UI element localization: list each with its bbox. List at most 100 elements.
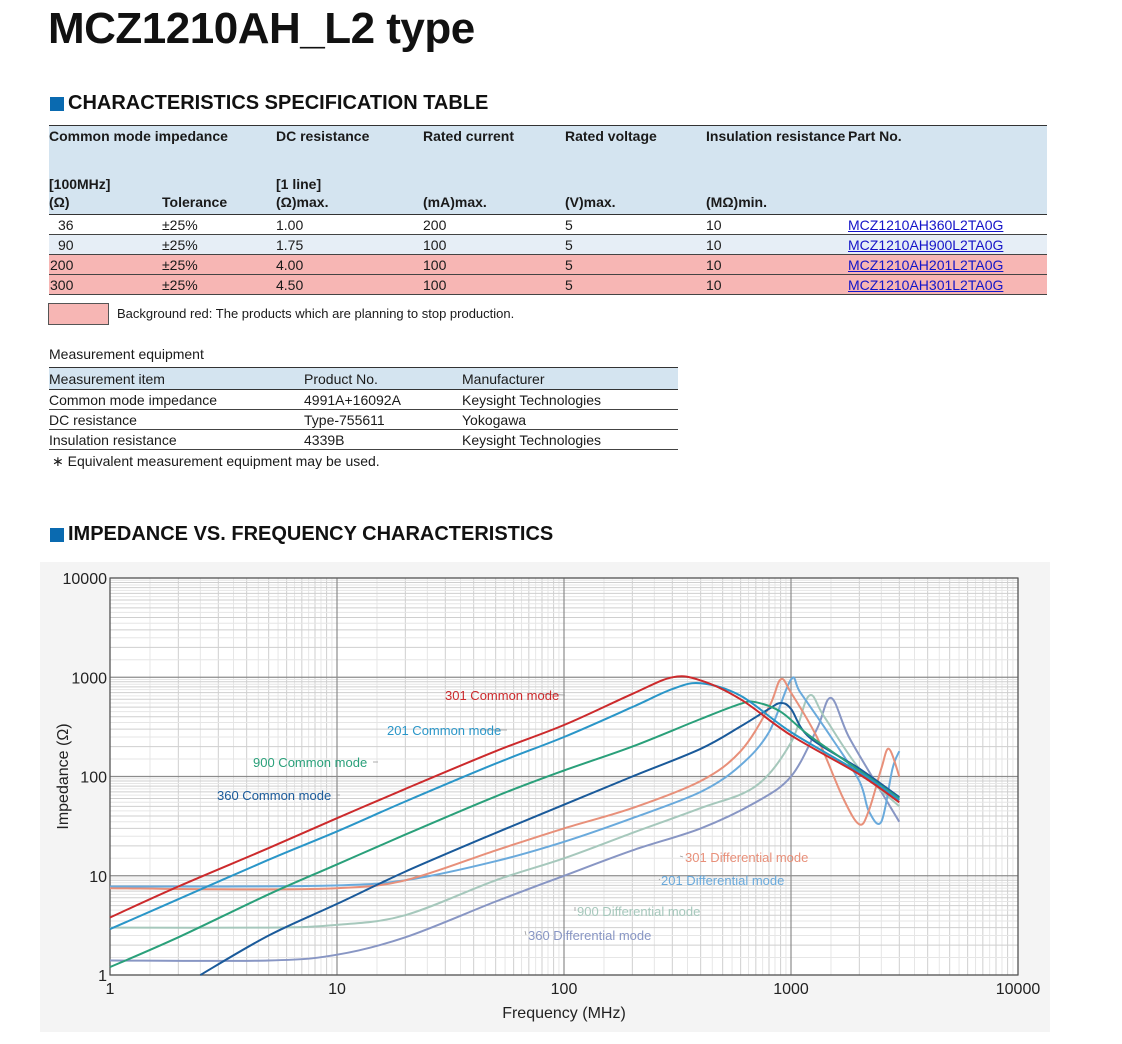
series-line-900-differential-mode — [109, 693, 900, 929]
col-header-rated-voltage: Rated voltage — [565, 125, 706, 176]
cell-impedance: 36 — [49, 214, 162, 235]
col-unit: Tolerance — [162, 192, 276, 215]
y-tick-label: 10000 — [63, 571, 108, 588]
col-unit: (Ω)max. — [276, 192, 423, 215]
col-subheader — [706, 176, 848, 192]
y-tick-label: 10 — [89, 869, 107, 886]
x-tick-label: 1000 — [773, 981, 809, 998]
col-header-insulation: Insulation resistance — [706, 125, 848, 176]
cell-rated-current: 100 — [423, 274, 565, 295]
annotation-leader — [539, 693, 566, 696]
cell-part-no: MCZ1210AH301L2TA0G — [848, 274, 1047, 295]
cell-product-no: 4991A+16092A — [304, 389, 462, 410]
cell-product-no: Type-755611 — [304, 409, 462, 430]
x-tick-label: 1 — [106, 981, 115, 998]
cell-dc-resistance: 1.00 — [276, 214, 423, 235]
annotation-label: 301 Common mode — [445, 688, 559, 703]
series-line-360-common-mode — [199, 701, 900, 976]
col-header-manufacturer: Manufacturer — [462, 367, 678, 390]
cell-dc-resistance: 4.50 — [276, 274, 423, 295]
chart-heading-text: IMPEDANCE VS. FREQUENCY CHARACTERISTICS — [68, 523, 554, 545]
measurement-header-row: Measurement item Product No. Manufacture… — [49, 367, 678, 390]
table-row: DC resistance Type-755611 Yokogawa — [49, 409, 678, 430]
cell-tolerance: ±25% — [162, 214, 276, 235]
table-row: 300 ±25% 4.50 100 5 10 MCZ1210AH301L2TA0… — [49, 274, 1047, 295]
col-unit — [848, 192, 1047, 215]
spec-section-heading: CHARACTERISTICS SPECIFICATION TABLE — [50, 92, 488, 115]
col-header-part-no: Part No. — [848, 125, 1047, 176]
cell-manufacturer: Keysight Technologies — [462, 389, 678, 410]
chart-section-heading: IMPEDANCE VS. FREQUENCY CHARACTERISTICS — [50, 523, 553, 546]
part-no-link[interactable]: MCZ1210AH301L2TA0G — [848, 276, 1004, 293]
cell-rated-voltage: 5 — [565, 214, 706, 235]
stop-production-legend-swatch — [48, 303, 109, 325]
col-unit: (Ω) — [49, 192, 162, 215]
cell-tolerance: ±25% — [162, 274, 276, 295]
part-no-link[interactable]: MCZ1210AH201L2TA0G — [848, 256, 1004, 273]
annotation-label: 301 Differential mode — [685, 850, 808, 865]
table-row: Common mode impedance 4991A+16092A Keysi… — [49, 389, 678, 410]
cell-rated-current: 100 — [423, 254, 565, 275]
cell-item: Common mode impedance — [49, 389, 304, 410]
cell-rated-voltage: 5 — [565, 234, 706, 255]
cell-tolerance: ±25% — [162, 234, 276, 255]
annotation-label: 201 Differential mode — [661, 873, 784, 888]
col-subheader: [1 line] — [276, 176, 423, 192]
table-row: 200 ±25% 4.00 100 5 10 MCZ1210AH201L2TA0… — [49, 254, 1047, 275]
cell-part-no: MCZ1210AH900L2TA0G — [848, 234, 1047, 255]
cell-manufacturer: Yokogawa — [462, 409, 678, 430]
col-unit: (MΩ)min. — [706, 192, 848, 215]
page-title: MCZ1210AH_L2 type — [48, 4, 475, 53]
cell-dc-resistance: 1.75 — [276, 234, 423, 255]
spec-header-row: [100MHz] [1 line] — [49, 176, 1047, 192]
annotation-leader — [524, 930, 527, 936]
cell-rated-current: 100 — [423, 234, 565, 255]
section-marker-icon — [50, 96, 64, 111]
measurement-caption: Measurement equipment — [49, 346, 204, 362]
col-subheader — [565, 176, 706, 192]
measurement-note: ∗ Equivalent measurement equipment may b… — [52, 453, 380, 469]
impedance-frequency-chart: 1 10 100 1000 10000 1 10 100 1000 10000 Frequency … — [40, 562, 1050, 1032]
spec-table: Common mode impedance DC resistance Rate… — [49, 125, 1047, 295]
cell-insulation: 10 — [706, 274, 848, 295]
y-tick-label: 100 — [80, 770, 107, 787]
col-header-impedance: Common mode impedance — [49, 125, 276, 176]
annotation-leader — [658, 878, 661, 881]
col-header-dc-resistance: DC resistance — [276, 125, 423, 176]
x-tick-label: 10000 — [996, 981, 1041, 998]
annotation-label: 900 Differential mode — [577, 904, 700, 919]
section-marker-icon — [50, 527, 64, 542]
part-no-link[interactable]: MCZ1210AH900L2TA0G — [848, 236, 1004, 253]
table-row: Insulation resistance 4339B Keysight Tec… — [49, 429, 678, 450]
col-unit: (V)max. — [565, 192, 706, 215]
col-subheader — [423, 176, 565, 192]
cell-item: Insulation resistance — [49, 429, 304, 450]
cell-impedance: 300 — [49, 274, 162, 295]
measurement-table: Measurement item Product No. Manufacture… — [49, 367, 678, 450]
cell-product-no: 4339B — [304, 429, 462, 450]
col-header-rated-current: Rated current — [423, 125, 565, 176]
x-tick-label: 100 — [551, 981, 578, 998]
part-no-link[interactable]: MCZ1210AH360L2TA0G — [848, 216, 1004, 233]
annotation-leader — [679, 855, 684, 858]
cell-manufacturer: Keysight Technologies — [462, 429, 678, 450]
y-axis-label: Impedance (Ω) — [55, 723, 72, 829]
cell-rated-current: 200 — [423, 214, 565, 235]
plot-frame — [109, 577, 1019, 976]
table-row: 36 ±25% 1.00 200 5 10 MCZ1210AH360L2TA0G — [49, 214, 1047, 235]
spec-header-row: Common mode impedance DC resistance Rate… — [49, 125, 1047, 176]
cell-part-no: MCZ1210AH201L2TA0G — [848, 254, 1047, 275]
cell-tolerance: ±25% — [162, 254, 276, 275]
cell-insulation: 10 — [706, 254, 848, 275]
annotation-label: 360 Differential mode — [528, 928, 651, 943]
cell-insulation: 10 — [706, 214, 848, 235]
x-axis-label: Frequency (MHz) — [502, 1005, 626, 1022]
series-line-900-common-mode — [109, 700, 900, 969]
series-line-201-common-mode — [109, 682, 900, 931]
cell-part-no: MCZ1210AH360L2TA0G — [848, 214, 1047, 235]
cell-rated-voltage: 5 — [565, 274, 706, 295]
annotation-label: 900 Common mode — [253, 755, 367, 770]
cell-insulation: 10 — [706, 234, 848, 255]
table-row: 90 ±25% 1.75 100 5 10 MCZ1210AH900L2TA0G — [49, 234, 1047, 255]
cell-dc-resistance: 4.00 — [276, 254, 423, 275]
